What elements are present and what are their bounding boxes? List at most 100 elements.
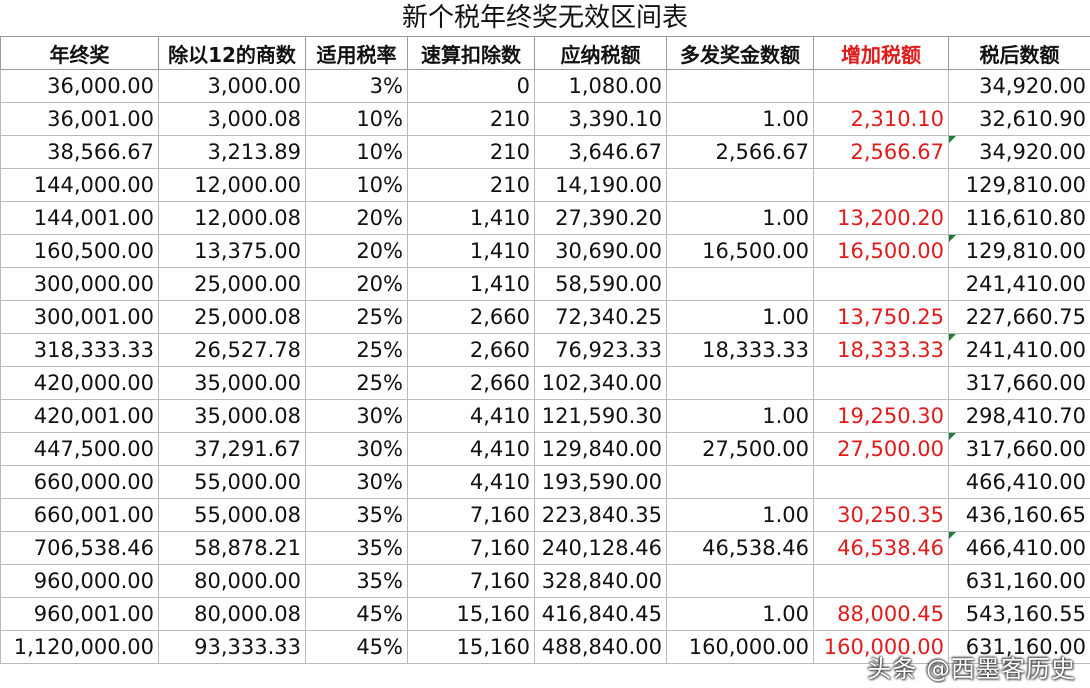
cell-extra-bonus: 27,500.00 [666,432,814,466]
cell-increased-tax: 160,000.00 [813,630,949,664]
cell-rate: 10% [305,168,408,202]
cell-bonus: 960,000.00 [0,564,159,598]
header-tax-payable: 应纳税额 [534,36,667,70]
cell-quotient: 93,333.33 [158,630,306,664]
cell-deduction: 210 [407,168,535,202]
cell-increased-tax: 18,333.33 [813,333,949,367]
cell-rate: 25% [305,300,408,334]
table-row: 706,538.46 58,878.21 35% 7,160 240,128.46 46,… [0,531,1090,565]
cell-extra-bonus: 18,333.33 [666,333,814,367]
table-row: 144,000.00 12,000.00 10% 210 14,190.00 129,81… [0,168,1090,202]
cell-rate: 3% [305,69,408,103]
cell-after-tax: 466,410.00 [948,465,1090,499]
cell-deduction: 2,660 [407,300,535,334]
cell-quotient: 80,000.08 [158,597,306,631]
cell-tax-payable: 240,128.46 [534,531,667,565]
cell-rate: 25% [305,333,408,367]
cell-rate: 35% [305,564,408,598]
header-row: 年终奖 除以12的商数 适用税率 速算扣除数 应纳税额 多发奖金数额 增加税额 … [0,36,1090,70]
cell-increased-tax: 30,250.35 [813,498,949,532]
cell-tax-payable: 1,080.00 [534,69,667,103]
cell-extra-bonus [666,366,814,400]
cell-tax-payable: 14,190.00 [534,168,667,202]
cell-increased-tax [813,564,949,598]
cell-rate: 20% [305,234,408,268]
cell-after-tax: 129,810.00 [948,168,1090,202]
cell-rate: 35% [305,531,408,565]
cell-bonus: 38,566.67 [0,135,159,169]
header-increased-tax: 增加税额 [813,36,949,70]
cell-extra-bonus: 46,538.46 [666,531,814,565]
table-row: 318,333.33 26,527.78 25% 2,660 76,923.33 18,3… [0,333,1090,367]
cell-after-tax: 227,660.75 [948,300,1090,334]
cell-quotient: 25,000.08 [158,300,306,334]
cell-rate: 45% [305,597,408,631]
cell-bonus: 36,001.00 [0,102,159,136]
table-row: 38,566.67 3,213.89 10% 210 3,646.67 2,566.67 2… [0,135,1090,169]
cell-tax-payable: 328,840.00 [534,564,667,598]
table-row: 420,001.00 35,000.08 30% 4,410 121,590.30 1.0… [0,399,1090,433]
cell-tax-payable: 223,840.35 [534,498,667,532]
header-after-tax: 税后数额 [948,36,1090,70]
cell-deduction: 15,160 [407,597,535,631]
cell-bonus: 660,000.00 [0,465,159,499]
cell-deduction: 1,410 [407,267,535,301]
cell-extra-bonus [666,267,814,301]
cell-quotient: 80,000.00 [158,564,306,598]
cell-extra-bonus: 1.00 [666,201,814,235]
cell-increased-tax [813,465,949,499]
cell-tax-payable: 488,840.00 [534,630,667,664]
cell-bonus: 1,120,000.00 [0,630,159,664]
cell-after-tax: 317,660.00 [948,432,1090,466]
cell-extra-bonus: 160,000.00 [666,630,814,664]
cell-deduction: 15,160 [407,630,535,664]
table-row: 300,000.00 25,000.00 20% 1,410 58,590.00 241,… [0,267,1090,301]
table-body: 36,000.00 3,000.00 3% 0 1,080.00 34,920.00 36,… [0,69,1090,664]
header-rate: 适用税率 [305,36,408,70]
cell-increased-tax: 19,250.30 [813,399,949,433]
cell-deduction: 2,660 [407,333,535,367]
table-title: 新个税年终奖无效区间表 [401,3,688,33]
cell-extra-bonus [666,465,814,499]
cell-after-tax: 466,410.00 [948,531,1090,565]
cell-quotient: 55,000.00 [158,465,306,499]
cell-increased-tax: 13,200.20 [813,201,949,235]
header-deduction: 速算扣除数 [407,36,535,70]
cell-increased-tax: 2,310.10 [813,102,949,136]
table-row: 420,000.00 35,000.00 25% 2,660 102,340.00 317… [0,366,1090,400]
cell-after-tax: 631,160.00 [948,564,1090,598]
cell-quotient: 58,878.21 [158,531,306,565]
header-quotient: 除以12的商数 [158,36,306,70]
cell-increased-tax: 88,000.45 [813,597,949,631]
cell-rate: 45% [305,630,408,664]
cell-bonus: 300,000.00 [0,267,159,301]
cell-bonus: 447,500.00 [0,432,159,466]
cell-deduction: 7,160 [407,498,535,532]
cell-tax-payable: 58,590.00 [534,267,667,301]
cell-extra-bonus: 16,500.00 [666,234,814,268]
cell-tax-payable: 129,840.00 [534,432,667,466]
cell-tax-payable: 76,923.33 [534,333,667,367]
cell-quotient: 26,527.78 [158,333,306,367]
cell-bonus: 300,001.00 [0,300,159,334]
cell-increased-tax: 13,750.25 [813,300,949,334]
cell-after-tax: 317,660.00 [948,366,1090,400]
cell-bonus: 660,001.00 [0,498,159,532]
cell-deduction: 1,410 [407,234,535,268]
table-row: 300,001.00 25,000.08 25% 2,660 72,340.25 1.00… [0,300,1090,334]
cell-extra-bonus: 1.00 [666,102,814,136]
cell-deduction: 4,410 [407,399,535,433]
cell-rate: 30% [305,399,408,433]
cell-tax-payable: 193,590.00 [534,465,667,499]
cell-tax-payable: 102,340.00 [534,366,667,400]
cell-after-tax: 32,610.90 [948,102,1090,136]
cell-quotient: 3,000.08 [158,102,306,136]
cell-increased-tax: 16,500.00 [813,234,949,268]
cell-tax-payable: 30,690.00 [534,234,667,268]
table-row: 1,120,000.00 93,333.33 45% 15,160 488,840.00… [0,630,1090,664]
table-row: 36,001.00 3,000.08 10% 210 3,390.10 1.00 2,310… [0,102,1090,136]
table-row: 960,001.00 80,000.08 45% 15,160 416,840.45 1.… [0,597,1090,631]
table-row: 660,001.00 55,000.08 35% 7,160 223,840.35 1.0… [0,498,1090,532]
cell-quotient: 3,213.89 [158,135,306,169]
cell-after-tax: 298,410.70 [948,399,1090,433]
